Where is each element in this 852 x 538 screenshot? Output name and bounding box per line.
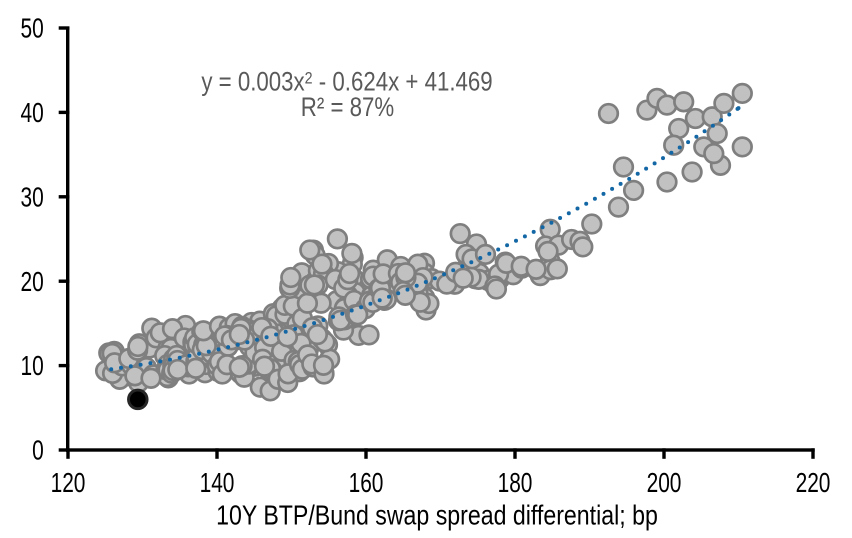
svg-text:10Y BTP/Bund swap spread diffe: 10Y BTP/Bund swap spread differential; b… <box>216 501 658 531</box>
svg-text:180: 180 <box>498 468 533 498</box>
svg-text:10: 10 <box>21 352 44 382</box>
svg-text:220: 220 <box>796 468 831 498</box>
svg-text:0: 0 <box>32 436 44 466</box>
svg-text:R² = 87%: R² = 87% <box>301 93 394 122</box>
svg-text:40: 40 <box>21 98 44 128</box>
svg-text:50: 50 <box>21 14 44 44</box>
svg-text:160: 160 <box>349 468 384 498</box>
svg-text:y = 0.003x2 - 0.624x + 41.469: y = 0.003x2 - 0.624x + 41.469 <box>201 68 492 97</box>
svg-text:30: 30 <box>21 183 44 213</box>
svg-text:140: 140 <box>200 468 235 498</box>
svg-text:120: 120 <box>51 468 86 498</box>
svg-text:200: 200 <box>647 468 682 498</box>
svg-text:20: 20 <box>21 267 44 297</box>
